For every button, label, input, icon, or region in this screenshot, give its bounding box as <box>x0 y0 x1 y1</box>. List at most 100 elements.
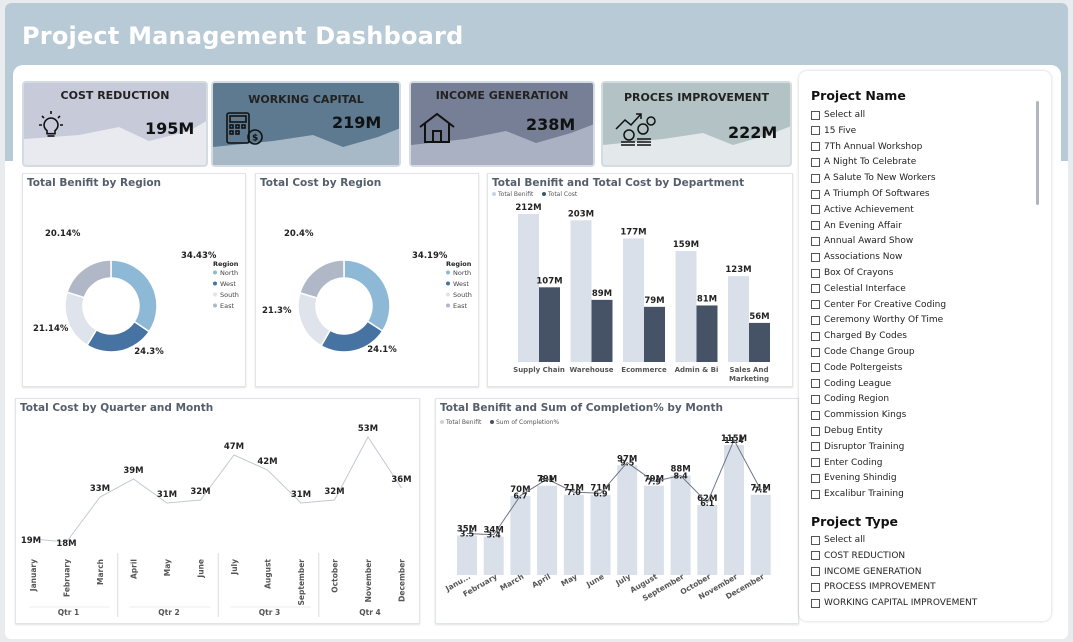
cost-bar[interactable] <box>539 287 560 362</box>
kpi-card-proces-improvement[interactable]: PROCES IMPROVEMENT 222M <box>601 81 792 167</box>
checkbox[interactable] <box>811 410 820 420</box>
cost-bar[interactable] <box>644 306 665 362</box>
checkbox[interactable] <box>811 205 820 215</box>
project-name-option[interactable]: Evening Shindig <box>811 471 897 485</box>
project-name-option[interactable]: Debug Entity <box>811 424 883 438</box>
benefit-bar[interactable] <box>617 465 638 575</box>
benefit-bar[interactable] <box>697 504 718 575</box>
project-name-option[interactable]: Coding League <box>811 377 891 391</box>
legend-item-south[interactable]: South <box>220 291 239 299</box>
project-type-option[interactable]: INCOME GENERATION <box>811 565 921 579</box>
project-name-option[interactable]: Excalibur Training <box>811 487 904 501</box>
project-name-option[interactable]: Active Achievement <box>811 203 914 217</box>
benefit-bar[interactable] <box>563 494 584 575</box>
legend-item-cost[interactable]: Total Cost <box>547 191 578 198</box>
checkbox[interactable] <box>811 157 820 167</box>
checkbox[interactable] <box>811 473 820 483</box>
checkbox[interactable] <box>811 363 820 373</box>
project-name-option[interactable]: Select all <box>811 108 865 122</box>
donut-slice-south[interactable] <box>64 291 98 347</box>
benefit-bar[interactable] <box>670 475 691 575</box>
legend-item-completion[interactable]: Sum of Completion% <box>496 419 559 426</box>
benefit-by-region-panel[interactable]: Total Benifit by Region 34.43% 24.3% 21.14… <box>22 173 246 387</box>
kpi-card-cost-reduction[interactable]: COST REDUCTION 195M <box>22 81 208 167</box>
kpi-card-income-generation[interactable]: INCOME GENERATION 238M <box>409 81 595 167</box>
project-name-option[interactable]: An Evening Affair <box>811 219 902 233</box>
benefit-bar[interactable] <box>623 238 644 362</box>
completion-line[interactable] <box>466 438 762 536</box>
project-type-option[interactable]: Select all <box>811 533 865 547</box>
benefit-bar[interactable] <box>537 485 558 575</box>
checkbox[interactable] <box>811 126 820 136</box>
checkbox[interactable] <box>811 394 820 404</box>
project-name-option[interactable]: 7Th Annual Workshop <box>811 140 922 154</box>
checkbox[interactable] <box>811 221 820 231</box>
project-name-scrollbar[interactable] <box>1036 101 1039 205</box>
quarter-line-panel[interactable]: Total Cost by Quarter and Month 19M Janua… <box>15 398 420 624</box>
donut-slice-north[interactable] <box>343 259 391 333</box>
cost-bar[interactable] <box>749 322 770 362</box>
project-type-option[interactable]: WORKING CAPITAL IMPROVEMENT <box>811 596 977 610</box>
donut-slice-east[interactable] <box>298 259 345 299</box>
checkbox[interactable] <box>811 489 820 499</box>
department-bar-panel[interactable]: Total Benifit and Total Cost by Departme… <box>487 173 793 387</box>
project-name-option[interactable]: Code Poltergeists <box>811 361 902 375</box>
checkbox[interactable] <box>811 426 820 436</box>
project-name-option[interactable]: Charged By Codes <box>811 329 907 343</box>
checkbox[interactable] <box>811 173 820 183</box>
checkbox[interactable] <box>811 598 820 608</box>
legend-item-west[interactable]: West <box>453 280 469 288</box>
checkbox[interactable] <box>811 142 820 152</box>
checkbox[interactable] <box>811 551 820 561</box>
benefit-bar[interactable] <box>483 536 504 575</box>
legend-item-west[interactable]: West <box>220 280 236 288</box>
checkbox[interactable] <box>811 331 820 341</box>
benefit-bar[interactable] <box>510 495 531 575</box>
legend-item-east[interactable]: East <box>220 302 234 310</box>
project-type-option[interactable]: COST REDUCTION <box>811 549 905 563</box>
checkbox[interactable] <box>811 458 820 468</box>
project-name-option[interactable]: Celestial Interface <box>811 282 906 296</box>
project-name-option[interactable]: Associations Now <box>811 250 902 264</box>
project-name-option[interactable]: 15 Five <box>811 124 856 138</box>
project-name-option[interactable]: Enter Coding <box>811 456 882 470</box>
benefit-bar[interactable] <box>724 445 744 575</box>
benefit-bar[interactable] <box>643 485 664 575</box>
legend-item-north[interactable]: North <box>453 269 471 277</box>
benefit-bar[interactable] <box>675 251 697 362</box>
checkbox[interactable] <box>811 284 820 294</box>
checkbox[interactable] <box>811 347 820 357</box>
checkbox[interactable] <box>811 315 820 325</box>
checkbox[interactable] <box>811 582 820 592</box>
checkbox[interactable] <box>811 567 820 577</box>
checkbox[interactable] <box>811 535 820 545</box>
project-name-option[interactable]: A Night To Celebrate <box>811 155 916 169</box>
project-name-option[interactable]: Center For Creative Coding <box>811 298 946 312</box>
benefit-bar[interactable] <box>728 276 749 362</box>
benefit-bar[interactable] <box>570 220 592 362</box>
donut-slice-east[interactable] <box>66 259 112 299</box>
project-name-option[interactable]: Ceremony Worthy Of Time <box>811 313 943 327</box>
cost-bar[interactable] <box>591 299 613 362</box>
kpi-card-working-capital[interactable]: WORKING CAPITAL $ 219M <box>211 81 401 167</box>
project-name-option[interactable]: Coding Region <box>811 392 889 406</box>
project-name-option[interactable]: A Salute To New Workers <box>811 171 936 185</box>
project-name-option[interactable]: Commission Kings <box>811 408 906 422</box>
cost-by-region-panel[interactable]: Total Cost by Region 34.19% 24.1% 21.3% 20.… <box>255 173 479 387</box>
checkbox[interactable] <box>811 236 820 246</box>
legend-item-benefit[interactable]: Total Benifit <box>445 419 482 426</box>
benefit-bar[interactable] <box>750 494 771 575</box>
cost-bar[interactable] <box>696 305 718 362</box>
cost-line[interactable] <box>32 436 402 543</box>
benefit-bar[interactable] <box>590 494 611 575</box>
project-name-option[interactable]: Disruptor Training <box>811 440 904 454</box>
donut-slice-south[interactable] <box>297 291 332 347</box>
checkbox[interactable] <box>811 300 820 310</box>
checkbox[interactable] <box>811 110 820 120</box>
project-name-option[interactable]: Box Of Crayons <box>811 266 893 280</box>
legend-item-south[interactable]: South <box>453 291 472 299</box>
project-name-option[interactable]: Annual Award Show <box>811 234 913 248</box>
legend-item-north[interactable]: North <box>220 269 238 277</box>
benefit-bar[interactable] <box>457 535 477 575</box>
checkbox[interactable] <box>811 379 820 389</box>
